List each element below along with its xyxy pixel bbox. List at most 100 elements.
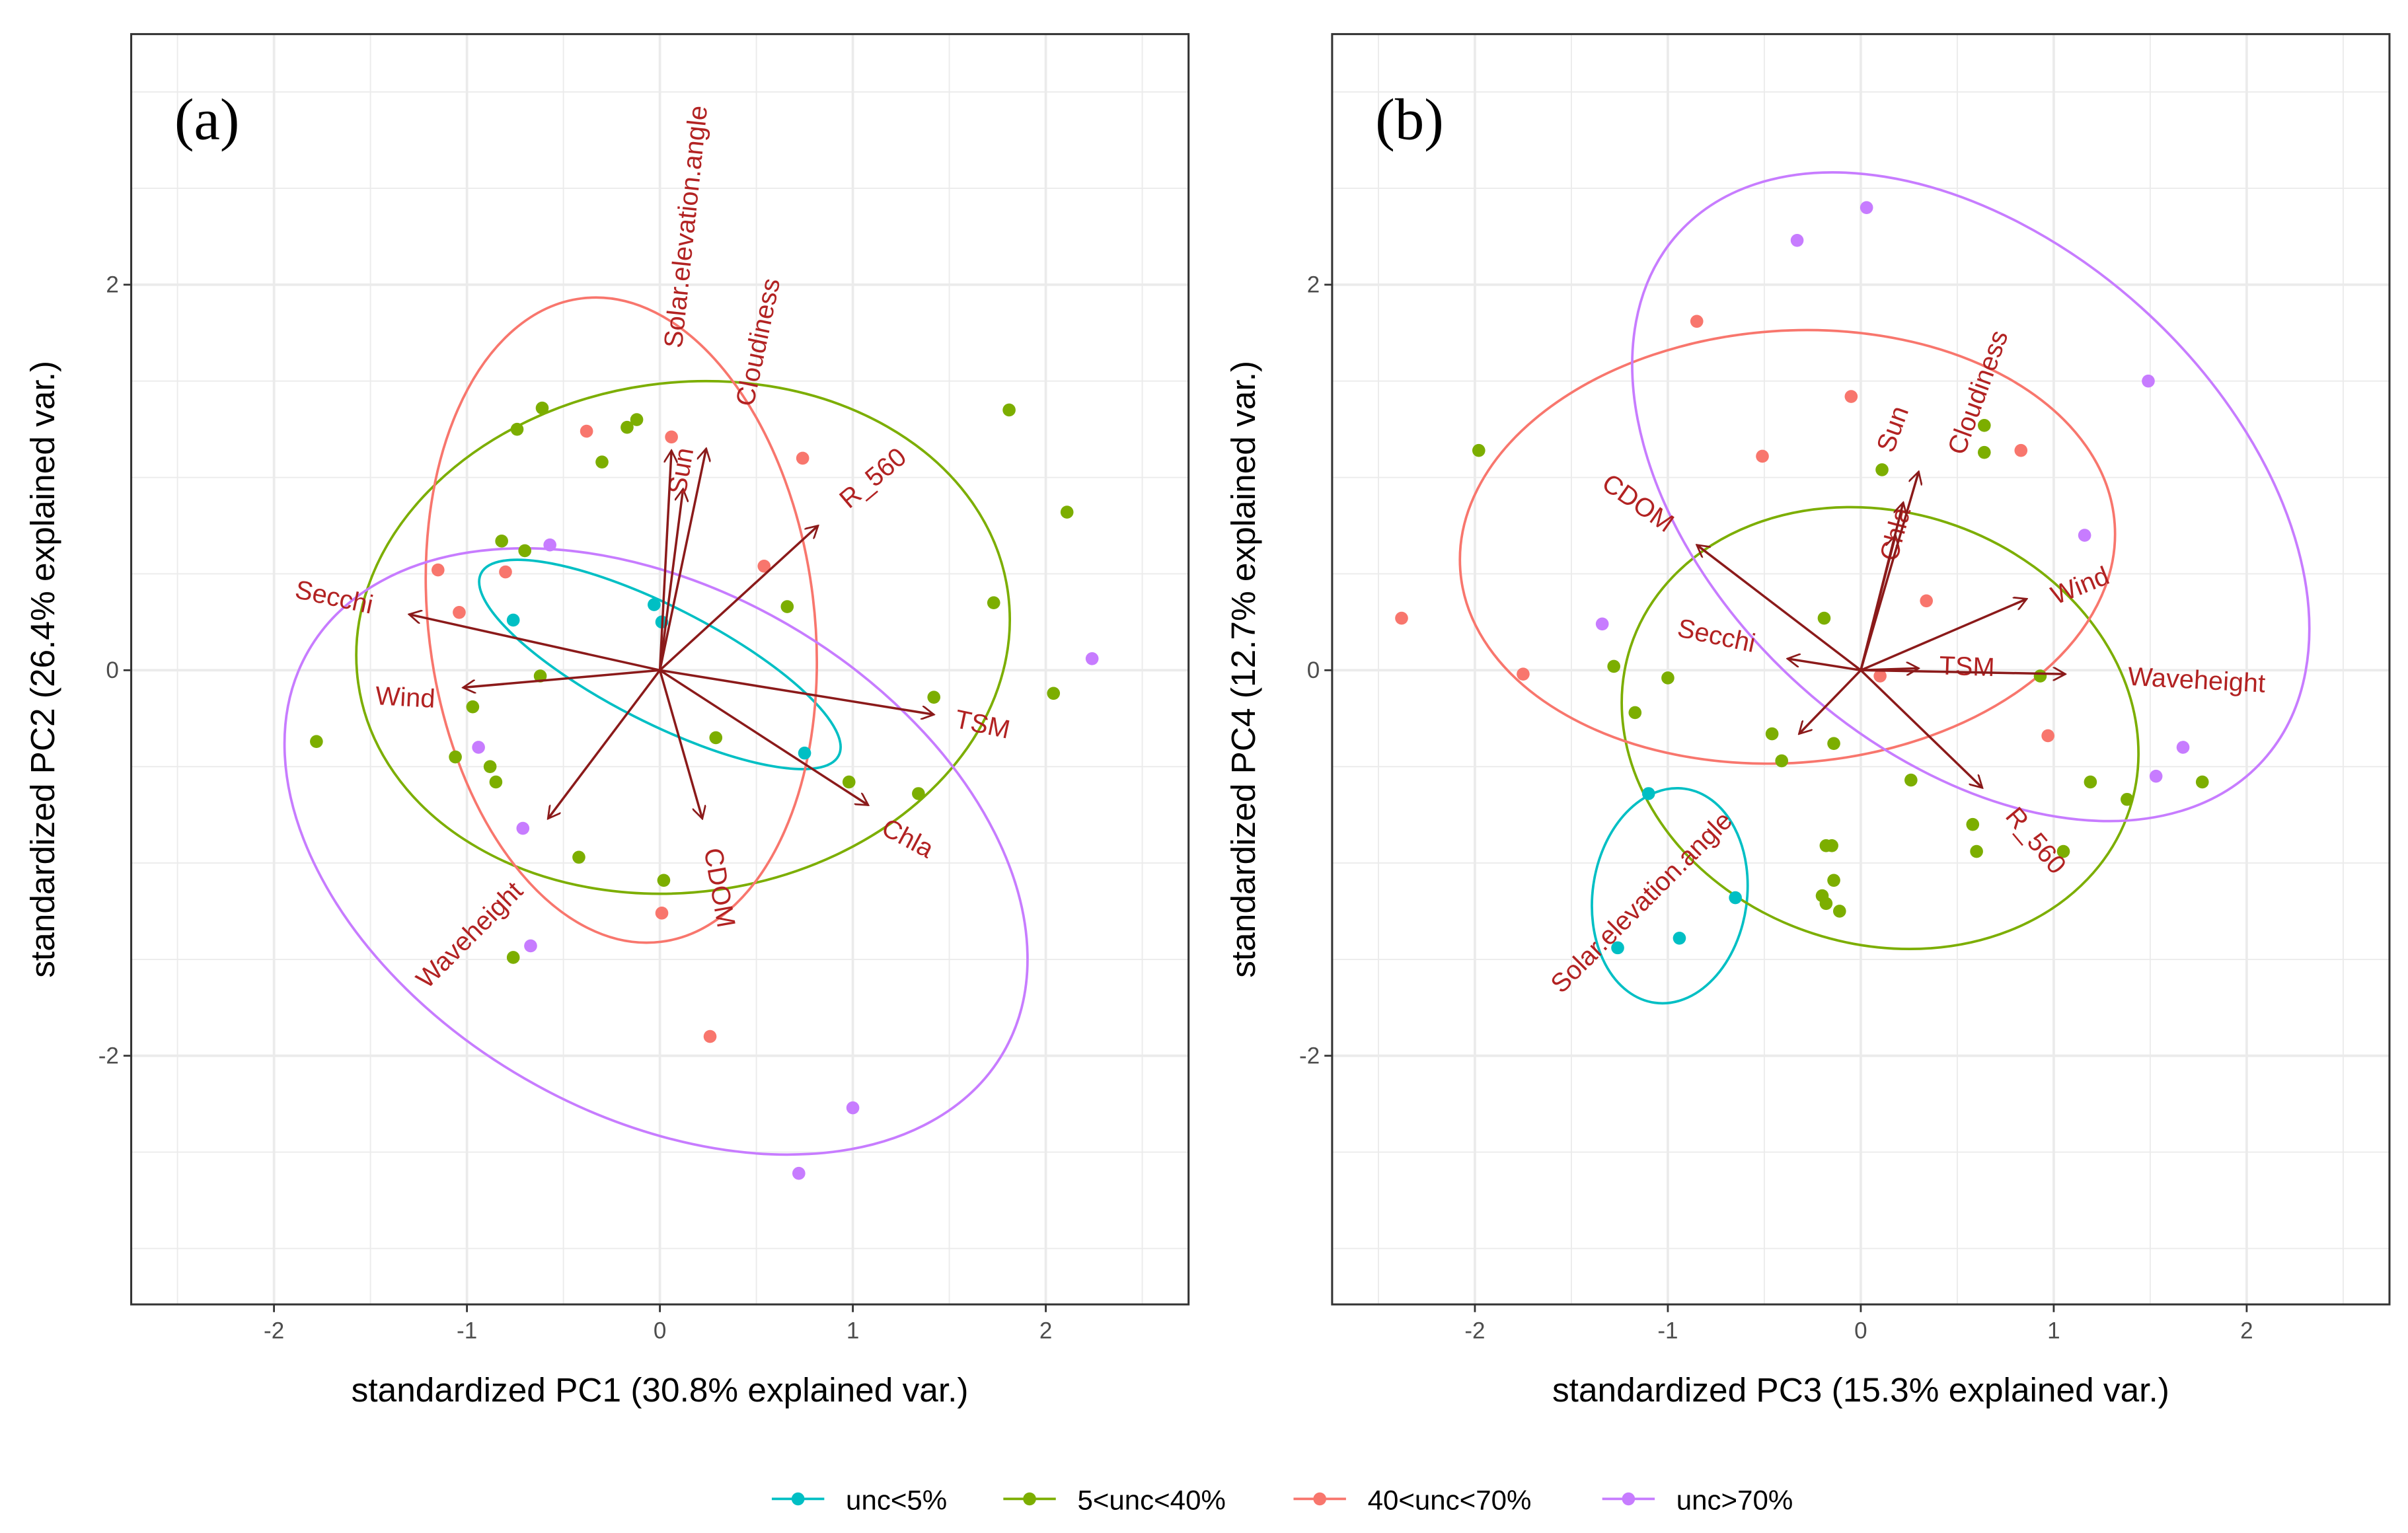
y-tick-label: 0 xyxy=(1307,657,1320,683)
legend-item: unc>70% xyxy=(1602,1485,1793,1516)
data-point xyxy=(543,538,556,552)
y-tick-label: 2 xyxy=(1307,272,1320,298)
legend-dot-icon xyxy=(1622,1492,1636,1506)
x-tick-label: 0 xyxy=(1854,1318,1867,1343)
data-point xyxy=(1873,669,1887,683)
loading-arrow xyxy=(409,615,660,672)
data-point xyxy=(1819,897,1833,911)
confidence-ellipse xyxy=(283,546,1029,1156)
data-point xyxy=(1595,617,1609,631)
x-tick-label: 2 xyxy=(1039,1318,1052,1343)
y-axis-title: standardized PC2 (26.4% explained var.) xyxy=(23,361,61,978)
data-point xyxy=(655,907,669,920)
data-point xyxy=(665,430,678,444)
x-tick-label: 2 xyxy=(2240,1318,2253,1343)
data-point xyxy=(2014,443,2028,457)
data-point xyxy=(466,700,480,714)
data-point xyxy=(2041,729,2054,743)
data-point xyxy=(483,760,497,773)
data-point xyxy=(533,669,547,683)
data-point xyxy=(1875,463,1889,476)
data-point xyxy=(535,401,549,415)
y-tick-label: 0 xyxy=(106,657,118,683)
legend: unc<5% 5<unc<40% 40<unc<70% unc>70% xyxy=(771,1485,1793,1516)
data-point xyxy=(1641,787,1655,800)
data-point xyxy=(1977,445,1991,459)
data-point xyxy=(1047,687,1061,700)
data-point xyxy=(1920,594,1934,608)
loading-arrow xyxy=(1860,599,2027,671)
data-point xyxy=(1611,941,1624,955)
arrow-label: TSM xyxy=(1939,651,1995,682)
data-point xyxy=(1904,773,1918,787)
x-tick-label: -2 xyxy=(1464,1318,1485,1343)
data-point xyxy=(1607,659,1620,673)
data-point xyxy=(1827,737,1840,750)
y-axis-title: standardized PC4 (12.7% explained var.) xyxy=(1224,361,1262,978)
biplot-panel-b: CDOMSecchiSolar.elevation.angleChlaCloud… xyxy=(1224,33,2391,1409)
data-point xyxy=(1832,905,1846,918)
biplot-panel-a: SecchiWindTSMChlaCDOMWaveheightR_560Clou… xyxy=(23,33,1190,1409)
loading-arrow xyxy=(1860,472,1919,671)
data-point xyxy=(796,451,809,465)
data-point xyxy=(912,787,925,800)
data-point xyxy=(846,1101,860,1115)
loading-arrow xyxy=(1860,669,1982,788)
data-point xyxy=(703,1029,717,1043)
legend-label: 5<unc<40% xyxy=(1077,1485,1225,1516)
data-point xyxy=(2176,741,2190,754)
legend-dot-icon xyxy=(1313,1492,1327,1506)
data-point xyxy=(1628,706,1642,720)
loading-arrow xyxy=(659,669,934,714)
panel-label: (b) xyxy=(1375,87,1443,152)
data-point xyxy=(1002,403,1016,417)
x-tick-label: -1 xyxy=(457,1318,477,1343)
x-axis-title: standardized PC1 (30.8% explained var.) xyxy=(352,1370,969,1409)
arrow-label: Wind xyxy=(375,681,436,714)
data-point xyxy=(2033,669,2047,683)
data-point xyxy=(506,951,520,964)
x-tick-label: 1 xyxy=(2047,1318,2060,1343)
data-point xyxy=(453,605,466,619)
x-tick-label: 0 xyxy=(654,1318,666,1343)
panel-label: (a) xyxy=(174,87,240,152)
data-point xyxy=(1395,611,1408,625)
y-tick-label: -2 xyxy=(1299,1043,1320,1068)
data-point xyxy=(1825,839,1838,852)
data-point xyxy=(792,1166,806,1180)
y-tick-label: -2 xyxy=(98,1043,119,1068)
legend-item: 5<unc<40% xyxy=(1003,1485,1226,1516)
data-point xyxy=(1970,844,1983,858)
data-point xyxy=(2078,529,2091,542)
data-point xyxy=(1966,817,1980,831)
data-point xyxy=(1517,667,1530,681)
data-point xyxy=(572,850,585,864)
data-point xyxy=(1827,874,1840,887)
x-tick-label: -2 xyxy=(264,1318,284,1343)
confidence-ellipse xyxy=(355,379,1011,895)
data-point xyxy=(780,600,794,613)
data-point xyxy=(510,422,524,436)
data-point xyxy=(1690,315,1704,328)
data-point xyxy=(472,741,485,754)
data-point xyxy=(798,746,811,760)
data-point xyxy=(657,874,671,887)
confidence-ellipse xyxy=(478,558,842,770)
data-point xyxy=(580,424,593,438)
loading-arrow xyxy=(659,669,868,805)
data-point xyxy=(489,775,503,789)
x-tick-label: 1 xyxy=(847,1318,859,1343)
data-point xyxy=(499,565,512,579)
data-point xyxy=(630,413,644,426)
data-point xyxy=(1472,443,1486,457)
data-point xyxy=(621,420,634,434)
data-point xyxy=(449,750,462,764)
data-point xyxy=(1775,754,1789,768)
data-point xyxy=(927,691,941,704)
loading-arrow xyxy=(658,669,702,819)
data-point xyxy=(1844,390,1858,403)
data-point xyxy=(842,775,856,789)
data-point xyxy=(987,596,1000,610)
loading-arrow xyxy=(1787,659,1862,672)
